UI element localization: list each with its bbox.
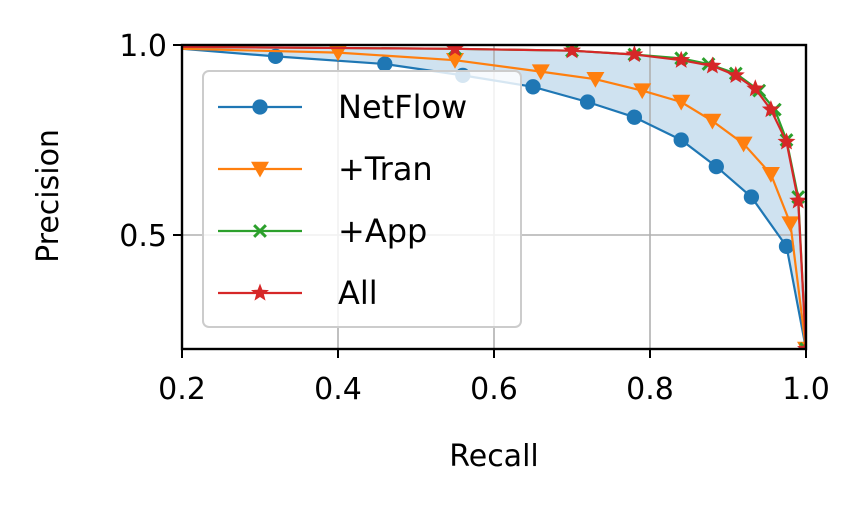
y-tick-label: 0.5 bbox=[119, 219, 167, 254]
data-point bbox=[252, 99, 268, 115]
data-point bbox=[777, 132, 796, 150]
data-point bbox=[743, 189, 760, 205]
y-axis-label: Precision bbox=[31, 129, 66, 263]
axes: 0.2 0.4 0.6 0.8 1.0 0.5 1.0 bbox=[119, 29, 830, 407]
data-point bbox=[778, 238, 795, 255]
data-point bbox=[625, 45, 644, 63]
data-point bbox=[726, 65, 745, 84]
x-tick-label: 0.4 bbox=[314, 372, 362, 407]
data-point bbox=[746, 79, 765, 97]
data-point bbox=[673, 132, 689, 148]
legend: NetFlow +Tran +App All bbox=[202, 70, 522, 328]
data-point bbox=[734, 136, 753, 153]
data-point bbox=[525, 79, 541, 95]
data-point bbox=[586, 72, 605, 88]
data-point bbox=[251, 161, 269, 178]
series-line bbox=[182, 45, 806, 349]
data-point bbox=[329, 45, 347, 62]
data-point bbox=[703, 113, 722, 130]
data-point bbox=[446, 45, 464, 57]
legend-entry-label: NetFlow bbox=[338, 88, 467, 126]
data-point bbox=[781, 216, 800, 233]
legend-entry-label: +App bbox=[338, 212, 427, 250]
data-point bbox=[377, 56, 393, 72]
data-point bbox=[672, 50, 691, 68]
data-point bbox=[672, 94, 691, 111]
data-point bbox=[579, 94, 596, 110]
data-point bbox=[626, 109, 643, 125]
data-point bbox=[797, 339, 806, 349]
x-tick-label: 0.8 bbox=[626, 372, 674, 407]
x-tick-label: 1.0 bbox=[782, 372, 830, 407]
data-point bbox=[267, 48, 284, 65]
data-point bbox=[251, 283, 269, 301]
series-3 bbox=[182, 45, 806, 349]
data-point bbox=[708, 158, 724, 175]
data-point bbox=[799, 342, 806, 349]
legend-entry-label: +Tran bbox=[338, 150, 433, 188]
series-1 bbox=[182, 45, 806, 349]
data-point bbox=[563, 45, 581, 59]
series-line bbox=[182, 47, 806, 349]
data-point bbox=[703, 56, 722, 74]
data-point bbox=[531, 64, 550, 81]
series-line bbox=[182, 47, 806, 349]
data-point bbox=[761, 100, 780, 118]
data-point bbox=[789, 191, 806, 209]
x-tick-label: 0.2 bbox=[158, 372, 206, 407]
data-point bbox=[446, 53, 464, 69]
legend-box bbox=[202, 70, 522, 328]
y-tick-label: 1.0 bbox=[119, 29, 167, 64]
data-point bbox=[253, 224, 267, 238]
x-tick-label: 0.6 bbox=[470, 372, 518, 407]
x-axis-label: Recall bbox=[449, 439, 539, 474]
data-point bbox=[761, 167, 780, 183]
legend-entry-label: All bbox=[338, 274, 378, 312]
data-point bbox=[633, 83, 652, 100]
